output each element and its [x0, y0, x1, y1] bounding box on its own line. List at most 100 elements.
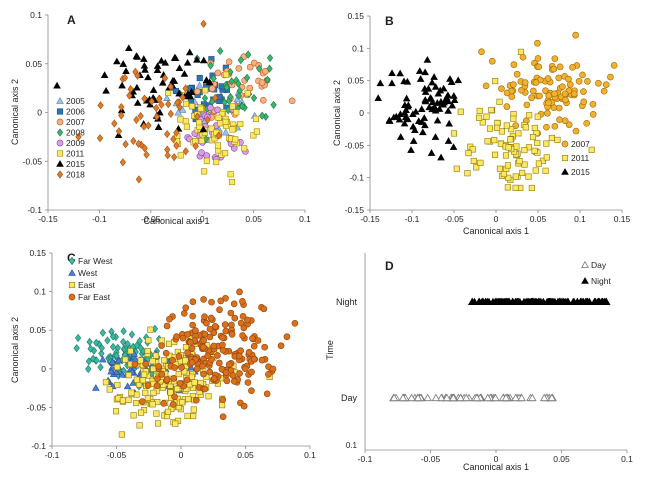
- data-point: [98, 355, 107, 363]
- data-point: [179, 334, 187, 342]
- data-point: [559, 83, 566, 91]
- data-point: [492, 151, 499, 158]
- legend-marker: [56, 139, 64, 147]
- category-label: Day: [341, 393, 358, 403]
- data-point: [132, 52, 141, 59]
- data-point: [198, 149, 205, 156]
- data-point: [533, 129, 540, 137]
- x-tick-label: -0.15: [38, 214, 58, 224]
- data-point: [239, 298, 246, 305]
- legend-marker: [56, 160, 64, 167]
- data-point: [221, 321, 229, 328]
- legend-label: 2009: [66, 138, 85, 148]
- y-tick-label: 0.1: [352, 43, 364, 53]
- data-point: [277, 342, 285, 350]
- data-point: [404, 115, 412, 123]
- data-point: [565, 121, 573, 129]
- x-tick-label: 0: [494, 214, 499, 224]
- data-point: [183, 58, 192, 66]
- data-point: [551, 122, 559, 130]
- data-point: [182, 304, 190, 312]
- data-point: [239, 332, 246, 339]
- data-point: [210, 74, 217, 83]
- data-point: [264, 75, 271, 84]
- points: [73, 288, 299, 438]
- data-point: [291, 319, 299, 327]
- data-point: [158, 342, 165, 349]
- data-point: [388, 69, 396, 77]
- data-point: [201, 330, 209, 338]
- data-point: [214, 142, 222, 149]
- data-point: [167, 109, 174, 118]
- data-point: [473, 164, 480, 171]
- x-tick-label: -0.15: [360, 214, 380, 224]
- data-point: [118, 370, 126, 378]
- data-point: [270, 100, 277, 109]
- data-point: [195, 81, 204, 89]
- data-point: [108, 357, 117, 365]
- data-point: [588, 146, 595, 153]
- data-point: [173, 333, 180, 340]
- data-point: [189, 312, 197, 320]
- data-point: [126, 91, 133, 100]
- data-point: [516, 158, 523, 165]
- data-point: [513, 143, 520, 150]
- data-point: [245, 50, 252, 59]
- data-point: [219, 396, 227, 404]
- data-point: [75, 132, 82, 141]
- data-point: [602, 81, 610, 89]
- data-point: [121, 73, 129, 82]
- legend-item: 2007: [56, 117, 85, 127]
- data-point: [141, 94, 148, 103]
- data-point: [554, 136, 561, 143]
- x-tick-label: -0.1: [92, 214, 107, 224]
- data-point: [184, 90, 192, 97]
- data-point: [135, 175, 143, 184]
- data-point: [93, 356, 100, 365]
- legend-label: East: [78, 280, 96, 290]
- data-point: [104, 336, 111, 345]
- data-point: [259, 96, 267, 104]
- data-point: [187, 88, 196, 95]
- data-point: [120, 327, 127, 336]
- data-point: [456, 393, 465, 402]
- data-point: [242, 365, 249, 373]
- data-point: [545, 99, 552, 107]
- data-point: [410, 126, 419, 134]
- data-point: [199, 125, 208, 133]
- data-point: [584, 78, 591, 85]
- data-point: [214, 352, 221, 359]
- data-point: [526, 112, 533, 119]
- x-axis-label: Canonical axis 1: [463, 462, 529, 472]
- data-point: [250, 132, 257, 139]
- data-point: [227, 92, 234, 101]
- data-point: [512, 184, 519, 191]
- data-point: [175, 371, 182, 378]
- data-point: [174, 108, 183, 116]
- data-point: [128, 389, 135, 396]
- data-point: [119, 158, 127, 167]
- legend: Far West West East Far East: [68, 256, 113, 302]
- data-point: [556, 116, 563, 123]
- data-point: [256, 64, 263, 73]
- data-point: [183, 123, 190, 130]
- data-point: [407, 393, 416, 402]
- data-point: [222, 150, 229, 157]
- data-point: [486, 125, 494, 132]
- legend-item: Far West: [68, 256, 113, 266]
- data-point: [254, 337, 262, 344]
- data-point: [583, 119, 590, 127]
- data-point: [543, 123, 550, 131]
- x-tick-label: 0.1: [304, 450, 316, 460]
- data-point: [421, 88, 430, 95]
- data-point: [445, 119, 453, 127]
- y-tick-label: -0.1: [349, 173, 364, 183]
- data-point: [200, 296, 207, 303]
- data-point: [96, 134, 104, 143]
- x-tick-label: -0.05: [421, 454, 441, 464]
- x-tick-label: 0: [200, 214, 205, 224]
- data-point: [124, 44, 133, 51]
- data-point: [428, 78, 436, 86]
- data-point: [210, 342, 218, 350]
- data-point: [201, 385, 209, 393]
